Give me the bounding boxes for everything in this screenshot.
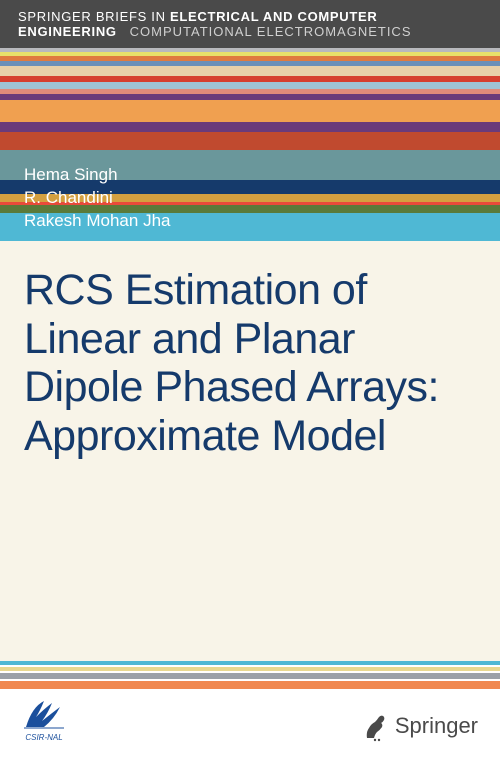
series-separator	[121, 24, 125, 39]
series-bold-2: ENGINEERING	[18, 24, 117, 39]
publisher-logo: Springer	[361, 710, 478, 742]
stripe	[0, 82, 500, 89]
springer-horse-icon	[361, 710, 389, 742]
stripe	[0, 122, 500, 132]
book-title: RCS Estimation of Linear and Planar Dipo…	[24, 266, 464, 460]
stripe	[0, 100, 500, 122]
series-line-1: SPRINGER BRIEFS IN ELECTRICAL AND COMPUT…	[18, 9, 482, 24]
series-line-2: ENGINEERING COMPUTATIONAL ELECTROMAGNETI…	[18, 24, 482, 39]
series-bold-1: ELECTRICAL AND COMPUTER	[170, 9, 378, 24]
publisher-name: Springer	[395, 713, 478, 739]
series-header: SPRINGER BRIEFS IN ELECTRICAL AND COMPUT…	[0, 0, 500, 48]
series-subtitle: COMPUTATIONAL ELECTROMAGNETICS	[130, 24, 412, 39]
csir-wing-icon	[22, 697, 66, 731]
csir-label: CSIR-NAL	[25, 733, 62, 742]
title-block: RCS Estimation of Linear and Planar Dipo…	[24, 266, 464, 460]
stripe	[0, 132, 500, 150]
stripe	[0, 66, 500, 76]
authors-block: Hema Singh R. Chandini Rakesh Mohan Jha	[24, 164, 170, 233]
stripe	[0, 681, 500, 689]
book-cover: SPRINGER BRIEFS IN ELECTRICAL AND COMPUT…	[0, 0, 500, 758]
author-3: Rakesh Mohan Jha	[24, 210, 170, 233]
series-prefix: SPRINGER BRIEFS IN	[18, 9, 166, 24]
author-1: Hema Singh	[24, 164, 170, 187]
footer: CSIR-NAL Springer	[0, 692, 500, 742]
csir-logo: CSIR-NAL	[22, 697, 66, 742]
author-2: R. Chandini	[24, 187, 170, 210]
